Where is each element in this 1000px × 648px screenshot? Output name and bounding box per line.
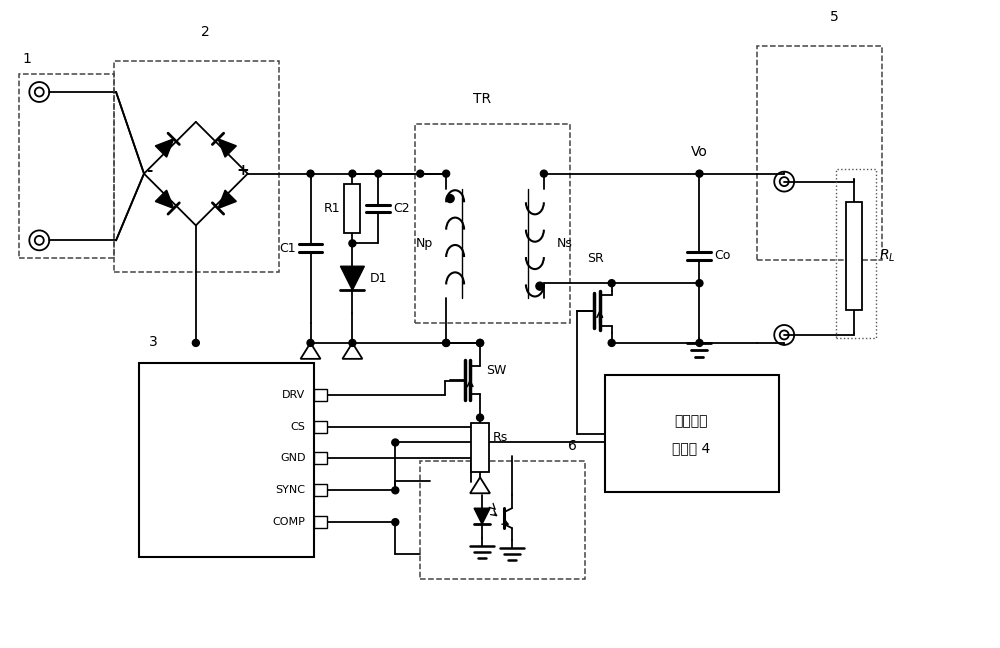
Text: 6: 6 [568,439,577,454]
Circle shape [477,340,484,347]
Circle shape [696,340,703,347]
Text: SYNC: SYNC [276,485,306,495]
Circle shape [608,340,615,347]
Bar [314,421,327,432]
Circle shape [349,170,356,177]
Circle shape [540,170,547,177]
Circle shape [696,170,703,177]
Circle shape [446,194,454,203]
Text: ~: ~ [159,144,168,154]
Circle shape [349,240,356,247]
Text: ~: ~ [223,194,233,203]
Text: 同步整流: 同步整流 [675,415,708,428]
Circle shape [307,340,314,347]
Circle shape [536,282,544,290]
Text: ~: ~ [223,144,233,154]
Text: SW: SW [486,364,506,376]
Text: Np: Np [416,237,433,250]
Bar [314,484,327,496]
Circle shape [392,487,399,494]
Polygon shape [218,190,236,209]
Bar [757,46,882,260]
Text: 3: 3 [149,335,158,349]
Text: Vo: Vo [691,145,708,159]
Circle shape [477,414,484,421]
Circle shape [417,170,424,177]
Text: 控制器 4: 控制器 4 [672,441,711,456]
Text: DRV: DRV [282,389,306,400]
Text: C1: C1 [279,242,296,255]
Text: -: - [146,163,152,178]
Circle shape [696,280,703,286]
Text: TR: TR [473,92,491,106]
Text: 1: 1 [22,52,31,66]
Bar [19,74,114,259]
Text: CS: CS [291,422,306,432]
Bar [836,168,876,338]
Circle shape [349,340,356,347]
Text: $R_L$: $R_L$ [879,248,895,264]
Circle shape [307,170,314,177]
Text: GND: GND [280,454,306,463]
Polygon shape [155,190,174,209]
Circle shape [443,340,450,347]
Text: C2: C2 [393,202,410,215]
Polygon shape [340,266,364,290]
Circle shape [392,518,399,526]
Text: Co: Co [714,249,731,262]
Bar [314,516,327,528]
Text: Ns: Ns [557,237,573,250]
Bar [314,389,327,400]
Polygon shape [474,508,490,524]
Bar [605,375,779,492]
Text: ~: ~ [159,194,168,203]
Bar [114,61,279,272]
Text: R1: R1 [324,202,340,215]
Circle shape [392,439,399,446]
Text: D1: D1 [369,272,387,284]
Circle shape [477,340,484,347]
Bar [139,363,314,557]
Text: SR: SR [587,252,604,265]
Bar [314,452,327,465]
Bar [846,202,862,310]
Bar [420,461,585,579]
Text: COMP: COMP [273,517,306,527]
Circle shape [608,280,615,286]
Bar [415,124,570,323]
Circle shape [443,340,450,347]
Text: 5: 5 [830,10,838,24]
Circle shape [192,340,199,347]
Text: +: + [236,163,249,178]
Text: 2: 2 [201,25,210,40]
Polygon shape [155,139,174,157]
Polygon shape [218,139,236,157]
Circle shape [375,170,382,177]
Circle shape [443,170,450,177]
Bar [344,184,360,233]
Bar [471,422,489,472]
Text: Rs: Rs [493,431,508,444]
